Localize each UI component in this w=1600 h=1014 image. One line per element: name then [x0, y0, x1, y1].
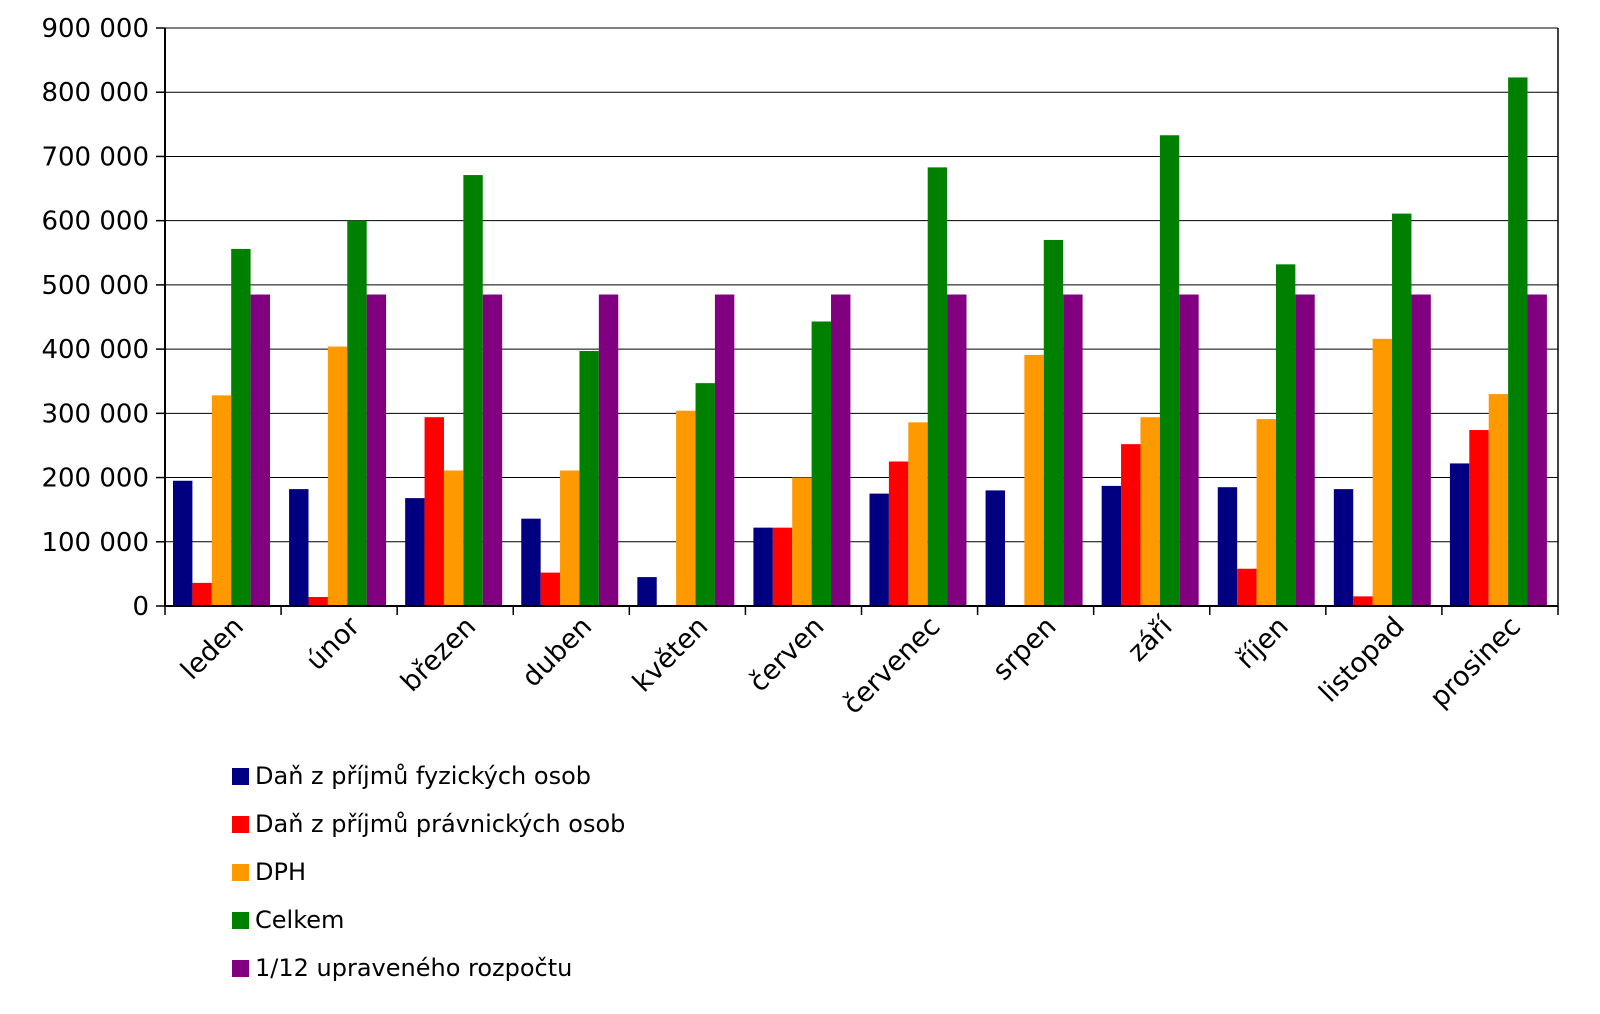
x-tick-label: červenec [837, 611, 946, 720]
x-tick-label: květen [627, 611, 714, 698]
bar [366, 294, 387, 606]
legend-item: Celkem [232, 896, 625, 944]
bar [927, 167, 948, 606]
y-tick-label: 400 000 [41, 335, 149, 365]
legend-swatch [232, 767, 249, 785]
y-tick-label: 300 000 [41, 399, 149, 429]
bar [1121, 444, 1141, 606]
bar [1527, 294, 1547, 606]
bar [1392, 213, 1412, 606]
bar [1411, 294, 1431, 606]
bar [676, 410, 696, 606]
bar [192, 582, 212, 606]
bar [347, 220, 367, 606]
bar [947, 294, 967, 606]
bar [1256, 419, 1276, 606]
legend-label: 1/12 upraveného rozpočtu [255, 954, 573, 982]
bar [211, 395, 232, 606]
y-tick-label: 800 000 [41, 78, 149, 108]
bar [289, 489, 309, 606]
bar [443, 470, 464, 606]
bar [1372, 338, 1393, 606]
bar [231, 248, 251, 606]
bar [579, 351, 599, 606]
bar [1469, 430, 1489, 606]
bar [521, 518, 541, 606]
legend: Daň z příjmů fyzických osob Daň z příjmů … [232, 752, 625, 992]
bar [1275, 264, 1296, 606]
y-tick-label: 100 000 [41, 528, 149, 558]
bar [1101, 485, 1122, 606]
bar [1488, 394, 1509, 606]
x-tick-label: říjen [1231, 611, 1295, 675]
x-tick-label: září [1122, 610, 1180, 668]
bar [424, 417, 444, 606]
bar [869, 493, 889, 606]
bar [560, 470, 580, 606]
bar [1159, 135, 1180, 607]
bar [1179, 294, 1199, 606]
x-tick-label: listopad [1313, 611, 1411, 709]
bar [1217, 487, 1238, 606]
bar [714, 294, 735, 606]
bar [637, 577, 657, 606]
y-tick-label: 0 [132, 592, 149, 622]
bar [1508, 77, 1528, 606]
legend-swatch [232, 911, 249, 929]
bar [831, 294, 851, 606]
bar [888, 461, 909, 606]
legend-swatch [232, 959, 249, 977]
bar [482, 294, 503, 606]
bar [1043, 239, 1064, 606]
bar [327, 346, 348, 606]
bar [985, 490, 1005, 606]
y-tick-label: 600 000 [41, 207, 149, 237]
legend-label: Celkem [255, 906, 345, 934]
bar [1024, 354, 1044, 606]
bar [1449, 463, 1470, 606]
x-tick-label: leden [175, 611, 250, 686]
x-tick-label: březen [395, 611, 482, 698]
legend-item: Daň z příjmů právnických osob [232, 800, 625, 848]
bar [250, 294, 270, 606]
x-tick-label: srpen [987, 611, 1063, 687]
y-tick-label: 700 000 [41, 142, 149, 172]
bar [811, 321, 832, 606]
bar [308, 597, 328, 606]
bar [1140, 417, 1160, 606]
bar [598, 294, 619, 606]
bar [1295, 294, 1315, 606]
legend-item: Daň z příjmů fyzických osob [232, 752, 625, 800]
legend-swatch [232, 863, 249, 881]
legend-label: Daň z příjmů právnických osob [255, 810, 626, 838]
bar [695, 383, 715, 606]
legend-item: DPH [232, 848, 625, 896]
bar [1333, 489, 1354, 606]
x-tick-label: únor [300, 610, 366, 676]
x-tick-label: duben [516, 611, 598, 693]
bar [792, 477, 812, 606]
bar [463, 175, 483, 606]
y-tick-label: 900 000 [41, 14, 149, 44]
legend-label: DPH [255, 858, 306, 886]
y-tick-label: 500 000 [41, 271, 149, 301]
bar [405, 498, 425, 606]
bar [753, 527, 773, 606]
bar [908, 422, 928, 606]
bar [1237, 568, 1257, 606]
bar [1063, 294, 1083, 606]
legend-item: 1/12 upraveného rozpočtu [232, 944, 625, 992]
bar [1353, 596, 1373, 606]
x-tick-label: prosinec [1424, 611, 1527, 714]
y-tick-label: 200 000 [41, 464, 149, 494]
x-tick-label: červen [743, 611, 830, 698]
legend-swatch [232, 815, 249, 833]
bar [772, 527, 793, 606]
bar [540, 572, 561, 606]
legend-label: Daň z příjmů fyzických osob [255, 762, 591, 790]
bar [173, 480, 193, 606]
